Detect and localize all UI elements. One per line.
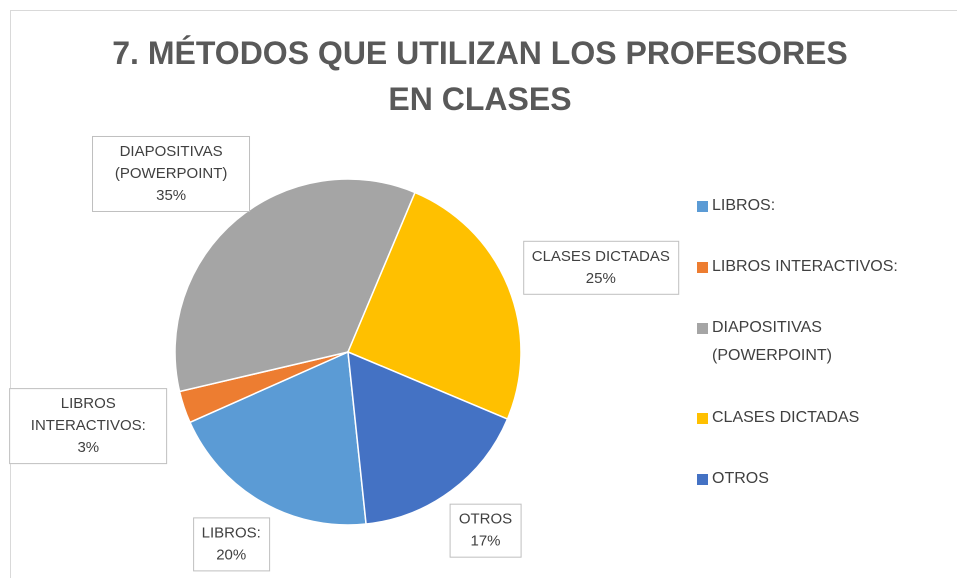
data-label-value: 35% <box>156 187 187 205</box>
legend-item: DIAPOSITIVAS (POWERPOINT) <box>697 314 947 370</box>
legend-item: CLASES DICTADAS <box>697 404 947 432</box>
legend: LIBROS: LIBROS INTERACTIVOS: DIAPOSITIVAS … <box>697 175 947 510</box>
chart-title: 7. MÉTODOS QUE UTILIZAN LOS PROFESORES E… <box>112 35 848 117</box>
legend-item: LIBROS: <box>697 192 947 220</box>
legend-label: OTROS <box>712 470 769 488</box>
data-label-value: 17% <box>470 532 501 550</box>
data-label-category: LIBROS INTERACTIVOS: <box>30 395 146 435</box>
pie-slice <box>347 191 522 421</box>
data-label: OTROS 17% <box>449 503 522 558</box>
data-label: LIBROS INTERACTIVOS: 3% <box>9 388 168 465</box>
data-label-category: CLASES DICTADAS <box>531 248 670 266</box>
data-label: LIBROS: 20% <box>192 517 270 572</box>
chart-border <box>10 10 957 578</box>
legend-swatch <box>697 323 708 335</box>
data-label-category: LIBROS: <box>201 524 261 542</box>
legend-item: OTROS <box>697 465 947 493</box>
data-label-category: DIAPOSITIVAS (POWERPOINT) <box>114 143 228 183</box>
legend-swatch <box>697 200 708 212</box>
legend-swatch <box>697 412 708 424</box>
pie-slice <box>174 178 417 393</box>
legend-label: CLASES DICTADAS <box>712 408 860 426</box>
data-label-value: 25% <box>585 270 616 288</box>
data-label: DIAPOSITIVAS (POWERPOINT) 35% <box>92 136 251 213</box>
legend-label: LIBROS: <box>712 196 776 214</box>
legend-item: LIBROS INTERACTIVOS: <box>697 253 947 281</box>
data-label: CLASES DICTADAS 25% <box>522 241 679 296</box>
pie-slice <box>347 350 509 525</box>
legend-label: DIAPOSITIVAS (POWERPOINT) <box>712 319 832 365</box>
data-label-value: 3% <box>77 439 100 457</box>
data-label-value: 20% <box>216 546 247 564</box>
pie-slice <box>188 350 367 526</box>
legend-label: LIBROS INTERACTIVOS: <box>712 258 898 276</box>
data-label-category: OTROS <box>458 510 513 528</box>
legend-swatch <box>697 262 708 274</box>
legend-swatch <box>697 474 708 486</box>
